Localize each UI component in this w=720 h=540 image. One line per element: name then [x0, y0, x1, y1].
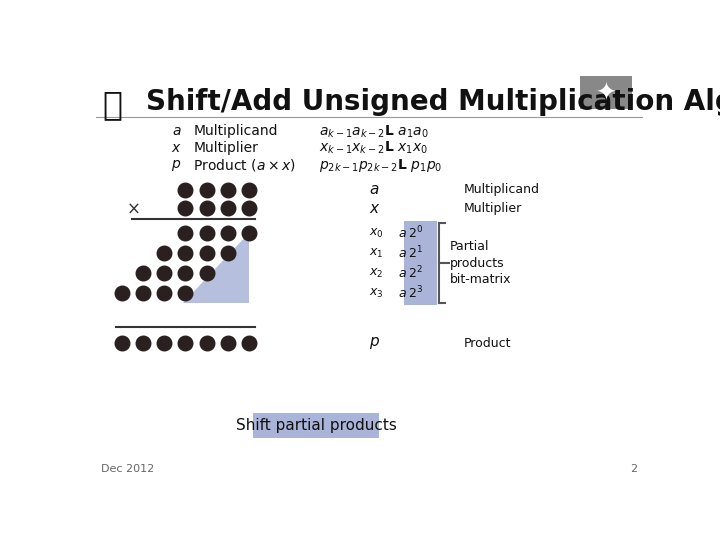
- FancyBboxPatch shape: [580, 77, 632, 109]
- Text: $a$: $a$: [369, 182, 379, 197]
- Point: [180, 339, 192, 348]
- Text: $a_{k-1}a_{k-2}\mathbf{L}\ a_1a_0$: $a_{k-1}a_{k-2}\mathbf{L}\ a_1a_0$: [319, 123, 428, 139]
- Text: $x_1$: $x_1$: [369, 247, 384, 260]
- Text: $p$: $p$: [369, 335, 380, 352]
- Point: [222, 229, 233, 238]
- Point: [243, 339, 255, 348]
- Point: [158, 289, 170, 298]
- Text: $x_2$: $x_2$: [369, 267, 383, 280]
- Point: [180, 269, 192, 278]
- Point: [201, 339, 212, 348]
- Text: $2^2$: $2^2$: [408, 265, 423, 281]
- Point: [201, 185, 212, 194]
- Text: $p_{2k-1}p_{2k-2}\mathbf{L}\ p_1p_0$: $p_{2k-1}p_{2k-2}\mathbf{L}\ p_1p_0$: [319, 157, 442, 174]
- Point: [222, 249, 233, 258]
- Text: $x$: $x$: [369, 201, 381, 216]
- Text: $a$: $a$: [398, 267, 407, 280]
- Point: [158, 249, 170, 258]
- Point: [158, 269, 170, 278]
- Text: Shift partial products: Shift partial products: [235, 418, 397, 433]
- Point: [201, 249, 212, 258]
- Text: Dec 2012: Dec 2012: [101, 464, 154, 474]
- Point: [201, 229, 212, 238]
- Point: [243, 185, 255, 194]
- Point: [116, 339, 127, 348]
- Text: $x_3$: $x_3$: [369, 287, 384, 300]
- Point: [201, 204, 212, 213]
- Text: ✦: ✦: [595, 81, 616, 105]
- Point: [138, 269, 149, 278]
- Text: Product: Product: [464, 337, 511, 350]
- Text: Multiplier: Multiplier: [464, 202, 522, 215]
- Point: [180, 229, 192, 238]
- FancyBboxPatch shape: [404, 221, 437, 305]
- FancyBboxPatch shape: [253, 413, 379, 438]
- Point: [158, 339, 170, 348]
- Point: [116, 289, 127, 298]
- Text: ⛉: ⛉: [102, 87, 122, 120]
- Point: [180, 185, 192, 194]
- Point: [222, 204, 233, 213]
- Text: $2^1$: $2^1$: [408, 245, 423, 261]
- Text: Multiplier: Multiplier: [193, 141, 258, 155]
- Text: $a$: $a$: [171, 124, 181, 138]
- Text: $\times$: $\times$: [125, 199, 139, 217]
- Text: Shift/Add Unsigned Multiplication Algorithms: Shift/Add Unsigned Multiplication Algori…: [145, 87, 720, 116]
- Text: $a$: $a$: [398, 247, 407, 260]
- Text: bit-matrix: bit-matrix: [450, 273, 511, 286]
- Text: $2^3$: $2^3$: [408, 285, 423, 301]
- Point: [180, 289, 192, 298]
- Point: [180, 204, 192, 213]
- Point: [138, 289, 149, 298]
- Text: $p$: $p$: [171, 158, 181, 173]
- Text: $x_{k-1}x_{k-2}\mathbf{L}\ x_1x_0$: $x_{k-1}x_{k-2}\mathbf{L}\ x_1x_0$: [319, 140, 428, 156]
- Point: [138, 339, 149, 348]
- Point: [243, 229, 255, 238]
- Text: $a$: $a$: [398, 227, 407, 240]
- Text: $a$: $a$: [398, 287, 407, 300]
- Text: Multiplicand: Multiplicand: [193, 124, 278, 138]
- Polygon shape: [183, 233, 249, 303]
- Point: [222, 339, 233, 348]
- Text: 2: 2: [630, 464, 637, 474]
- Text: Product $(a\times x)$: Product $(a\times x)$: [193, 158, 296, 173]
- Text: $x_0$: $x_0$: [369, 227, 384, 240]
- Text: $2^0$: $2^0$: [408, 225, 423, 241]
- Point: [180, 249, 192, 258]
- Text: $x$: $x$: [171, 141, 182, 155]
- Point: [243, 204, 255, 213]
- Point: [201, 269, 212, 278]
- Point: [222, 185, 233, 194]
- Text: Partial: Partial: [450, 240, 490, 253]
- Text: products: products: [450, 256, 505, 269]
- Text: Multiplicand: Multiplicand: [464, 183, 540, 196]
